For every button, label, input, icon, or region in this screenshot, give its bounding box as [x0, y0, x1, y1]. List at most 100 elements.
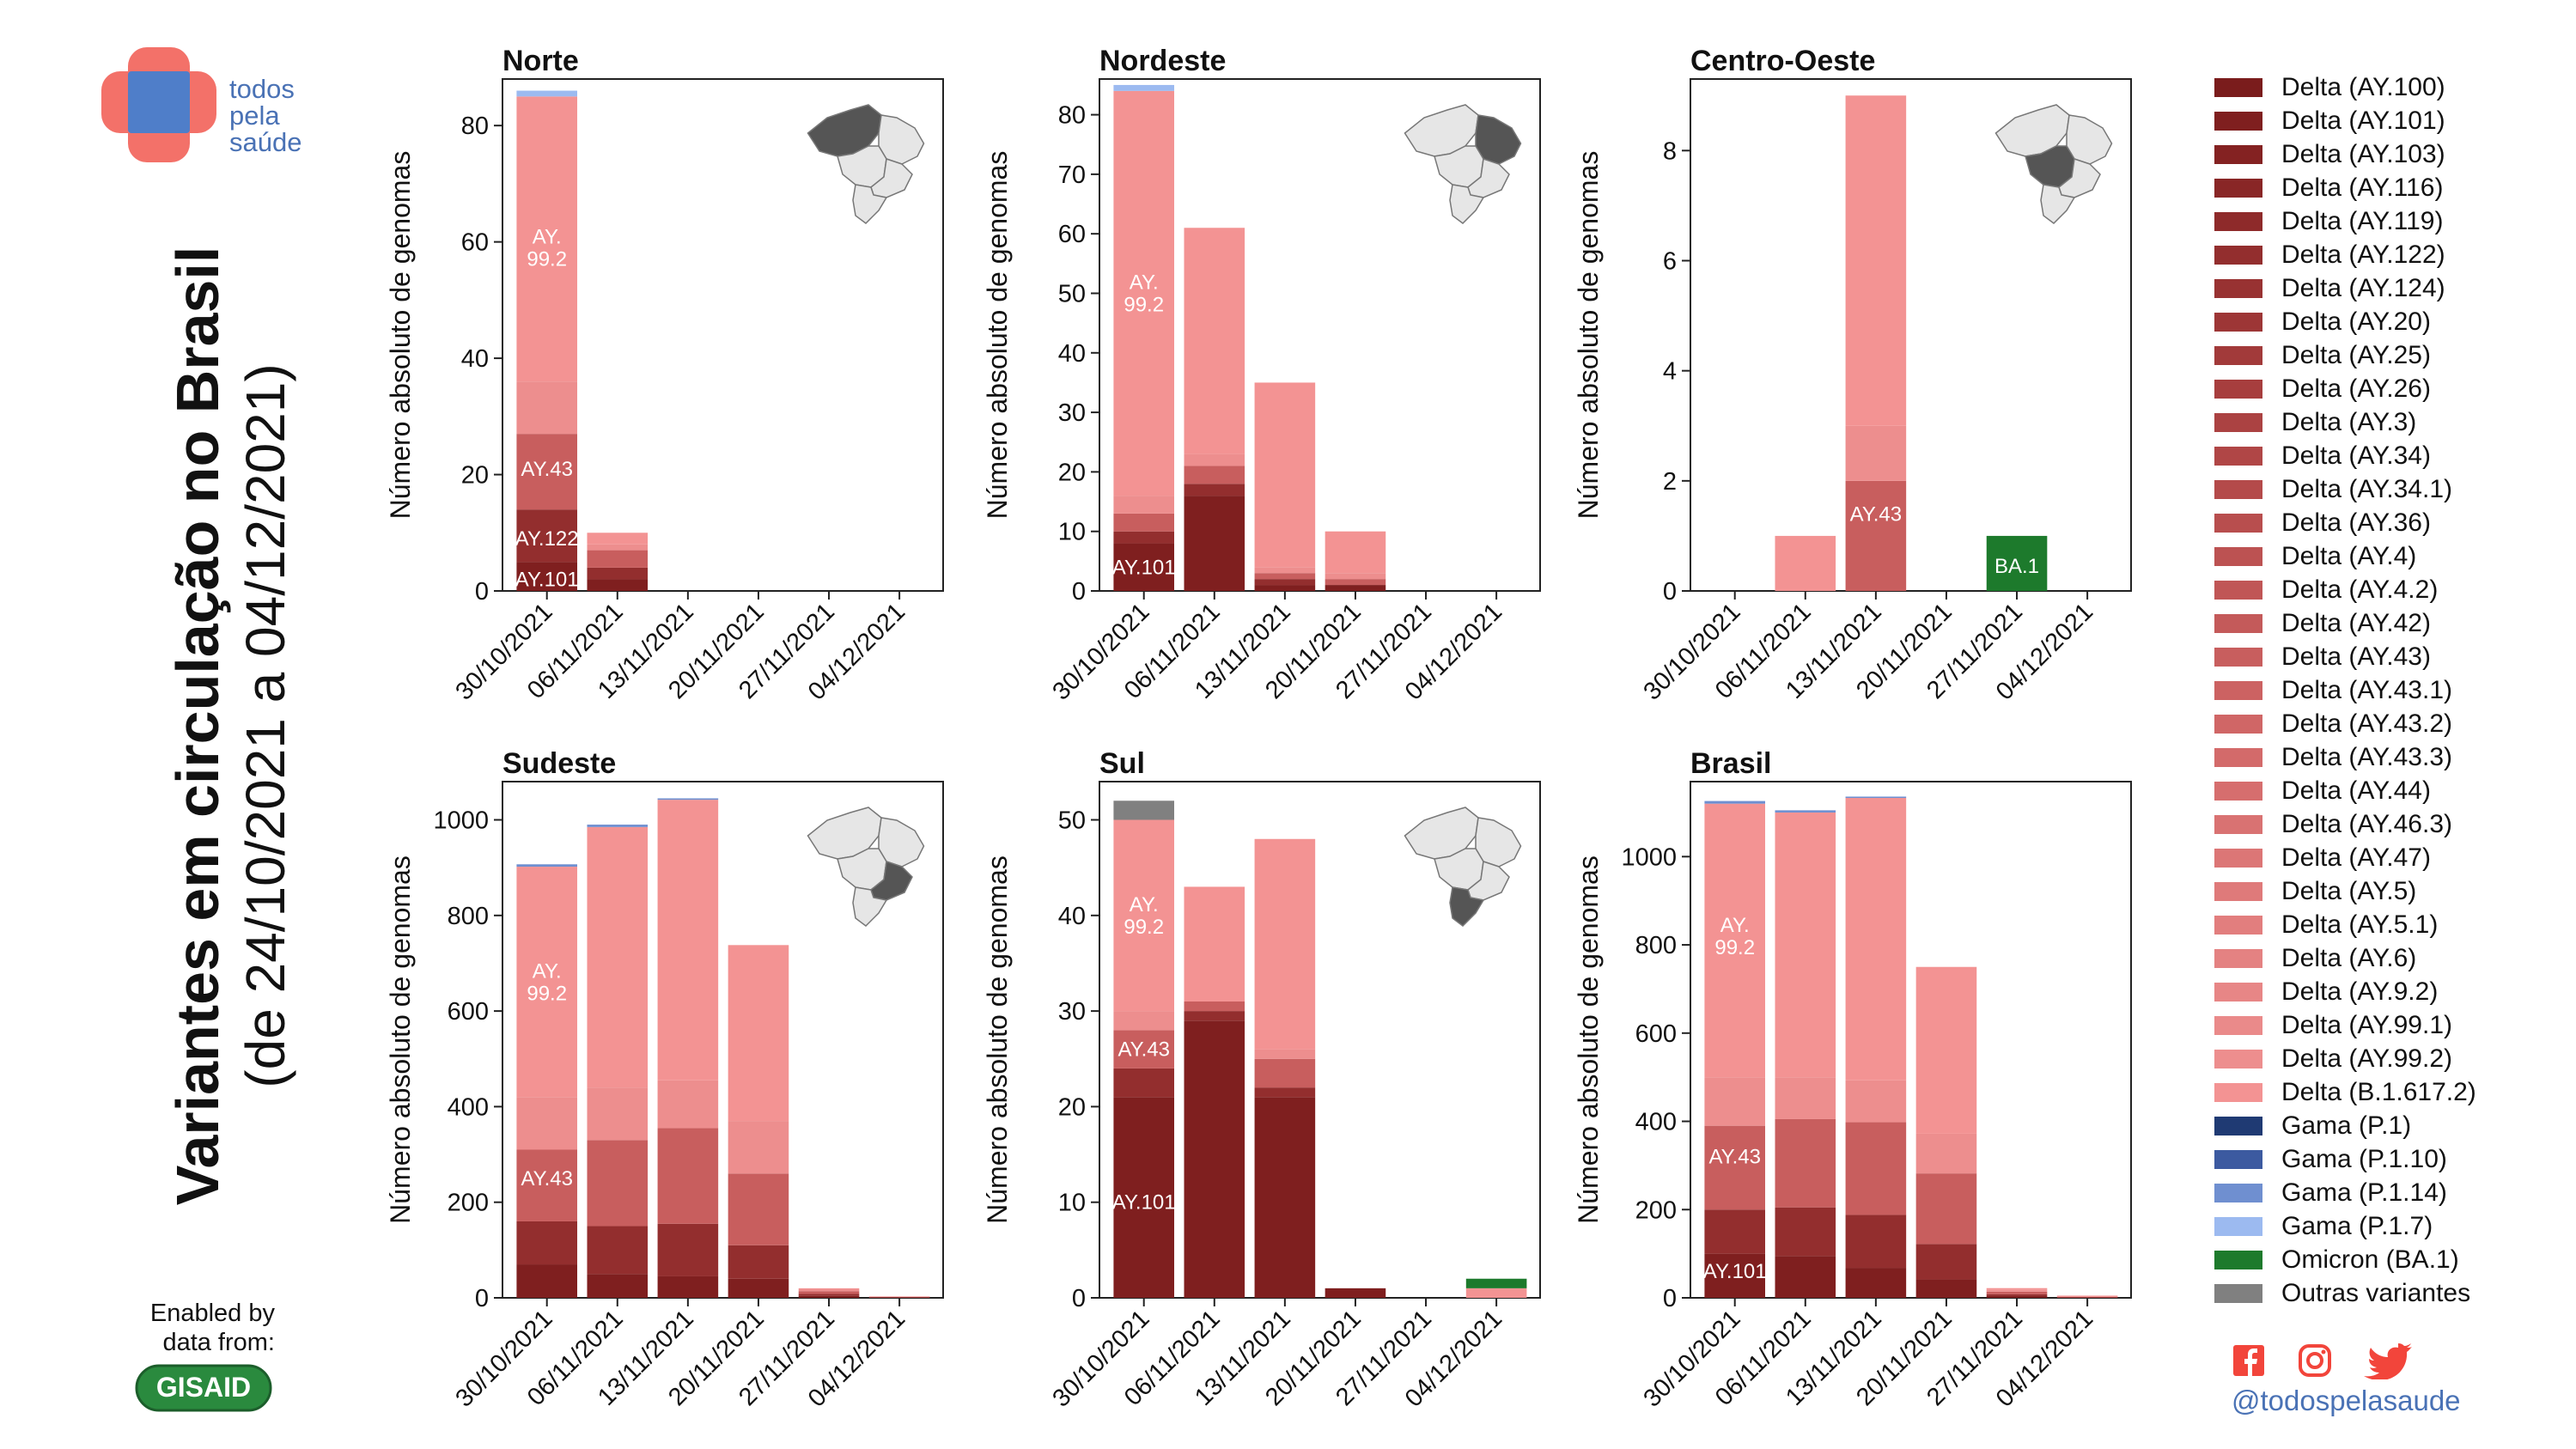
- legend-label: Delta (AY.6): [2281, 944, 2417, 972]
- legend-label: Delta (AY.122): [2281, 240, 2445, 269]
- bar-segment: [587, 550, 649, 568]
- legend-swatch: [2214, 145, 2262, 164]
- bar-segment: [1775, 1077, 1836, 1119]
- legend-label: Delta (AY.9.2): [2281, 977, 2439, 1006]
- y-tick-label: 1000: [433, 807, 489, 835]
- y-tick-label: 20: [1058, 1093, 1086, 1121]
- annotation-line: AY.43: [1117, 1038, 1170, 1062]
- legend-label: Gama (P.1.10): [2281, 1145, 2447, 1173]
- bar-segment: [1775, 810, 1836, 813]
- bar-segment: [587, 825, 649, 827]
- y-axis-label: Número absoluto de genomas: [1573, 855, 1604, 1224]
- legend-label: Gama (P.1.14): [2281, 1178, 2447, 1207]
- twitter-icon[interactable]: [2364, 1343, 2412, 1379]
- social-handle[interactable]: @todospelasaude: [2232, 1385, 2461, 1416]
- legend-label: Delta (AY.26): [2281, 374, 2431, 403]
- bar-segment: [1113, 90, 1175, 496]
- legend-label: Delta (AY.34): [2281, 441, 2431, 470]
- bar-annotation: AY. 99.2: [1124, 271, 1164, 316]
- bar-segment: [1775, 535, 1836, 591]
- map-region-nordeste: [1475, 114, 1522, 165]
- bar-segment: [516, 96, 578, 382]
- legend-label: Delta (AY.34.1): [2281, 475, 2452, 503]
- legend-label: Delta (AY.4.2): [2281, 575, 2439, 604]
- legend-label: Delta (AY.43.1): [2281, 676, 2452, 704]
- legend-swatch: [2214, 212, 2262, 231]
- bar-segment: [798, 1288, 860, 1289]
- y-axis-label: Número absoluto de genomas: [385, 855, 416, 1224]
- legend-label: Delta (AY.99.1): [2281, 1011, 2452, 1039]
- bar-segment: [587, 567, 649, 580]
- y-tick-label: 40: [1058, 903, 1086, 930]
- bar-annotation: BA.1: [1994, 555, 2039, 578]
- chart-title: Nordeste: [1099, 45, 1226, 77]
- annotation-line: AY.: [533, 960, 562, 983]
- bar-segment: [1775, 1256, 1836, 1298]
- annotation-line: AY.122: [515, 527, 579, 551]
- bar-segment: [1775, 1118, 1836, 1208]
- legend-swatch: [2214, 413, 2262, 432]
- bar-segment: [868, 1296, 930, 1297]
- y-tick-label: 200: [448, 1190, 489, 1217]
- chart-panel-brasil: Brasil 0 200 400 600 800 1000 Número absoluto d…: [1573, 747, 2132, 1413]
- legend-swatch: [2214, 1083, 2262, 1102]
- legend-swatch: [2214, 1150, 2262, 1169]
- bar-annotation: AY.43: [521, 458, 573, 481]
- bar-annotation: AY. 99.2: [527, 960, 567, 1006]
- annotation-line: AY.101: [1112, 556, 1176, 579]
- legend-swatch: [2214, 815, 2262, 834]
- bar-segment: [868, 1297, 930, 1298]
- legend-swatch: [2214, 614, 2262, 633]
- facebook-icon[interactable]: [2233, 1345, 2264, 1376]
- plot-frame: [502, 781, 944, 1299]
- bar-segment: [1184, 1020, 1245, 1298]
- legend-label: Delta (AY.119): [2281, 207, 2444, 235]
- legend-label: Delta (AY.43.2): [2281, 709, 2452, 738]
- map-region-sul: [2040, 184, 2076, 224]
- legend-swatch: [2214, 447, 2262, 466]
- bar-segment: [1254, 838, 1316, 1050]
- legend-label: Delta (AY.42): [2281, 609, 2431, 637]
- bar-segment: [1184, 886, 1245, 1002]
- bar-segment: [1845, 1215, 1907, 1269]
- bar-segment: [1915, 1173, 1977, 1245]
- bar-segment: [516, 90, 578, 97]
- bar-segment: [1184, 466, 1245, 484]
- bar-segment: [1775, 812, 1836, 1078]
- bar-segment: [1915, 966, 1977, 1134]
- map-region-sul: [852, 886, 888, 927]
- bar-segment: [798, 1288, 860, 1292]
- y-tick-label: 40: [461, 345, 489, 373]
- bar-segment: [1986, 1289, 2048, 1292]
- map-region-nordeste: [878, 114, 925, 165]
- y-tick-label: 50: [1058, 280, 1086, 307]
- annotation-line: AY.43: [1708, 1146, 1761, 1169]
- bar-segment: [1986, 1295, 2048, 1298]
- bar-segment: [1325, 585, 1386, 591]
- brand-line-3: saúde: [229, 127, 302, 157]
- y-tick-label: 60: [1058, 221, 1086, 248]
- bar-segment: [516, 867, 578, 1098]
- chart-title: Norte: [502, 45, 579, 77]
- bar-segment: [657, 1275, 719, 1298]
- bar-annotation: AY.101: [1703, 1260, 1767, 1283]
- bar-segment: [728, 945, 789, 1122]
- legend-swatch: [2214, 480, 2262, 499]
- gisaid-logo: GISAID: [135, 1364, 272, 1412]
- bar-segment: [1986, 1288, 2048, 1290]
- legend-swatch: [2214, 313, 2262, 332]
- bar-segment: [1254, 1097, 1316, 1298]
- y-tick-label: 400: [448, 1093, 489, 1121]
- brand-line-1: todos: [229, 74, 295, 104]
- y-tick-label: 0: [1663, 578, 1677, 606]
- bar-segment: [798, 1295, 860, 1298]
- instagram-icon[interactable]: [2299, 1344, 2331, 1377]
- map-region-sul: [1449, 184, 1485, 224]
- bar-segment: [657, 800, 719, 1081]
- bar-segment: [1845, 798, 1907, 1081]
- y-tick-label: 6: [1663, 247, 1677, 275]
- annotation-line: 99.2: [527, 983, 567, 1006]
- bar-segment: [1325, 573, 1386, 580]
- y-tick-label: 400: [1635, 1109, 1677, 1136]
- region-map-icon: [807, 104, 925, 224]
